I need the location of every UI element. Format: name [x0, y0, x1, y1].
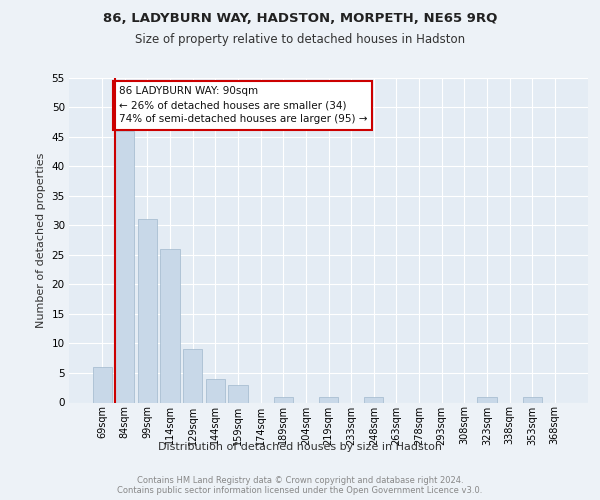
Text: Contains HM Land Registry data © Crown copyright and database right 2024.
Contai: Contains HM Land Registry data © Crown c… [118, 476, 482, 495]
Text: 86 LADYBURN WAY: 90sqm
← 26% of detached houses are smaller (34)
74% of semi-det: 86 LADYBURN WAY: 90sqm ← 26% of detached… [119, 86, 367, 124]
Text: Distribution of detached houses by size in Hadston: Distribution of detached houses by size … [158, 442, 442, 452]
Bar [364, 396, 383, 402]
Bar [274, 396, 293, 402]
Text: Size of property relative to detached houses in Hadston: Size of property relative to detached ho… [135, 32, 465, 46]
Bar [183, 350, 202, 403]
Bar [523, 396, 542, 402]
Bar [319, 396, 338, 402]
Bar [229, 385, 248, 402]
Bar [160, 249, 180, 402]
Bar [92, 367, 112, 402]
Text: 86, LADYBURN WAY, HADSTON, MORPETH, NE65 9RQ: 86, LADYBURN WAY, HADSTON, MORPETH, NE65… [103, 12, 497, 26]
Bar [138, 220, 157, 402]
Bar [206, 379, 225, 402]
Bar [477, 396, 497, 402]
Y-axis label: Number of detached properties: Number of detached properties [36, 152, 46, 328]
Bar [115, 130, 134, 402]
